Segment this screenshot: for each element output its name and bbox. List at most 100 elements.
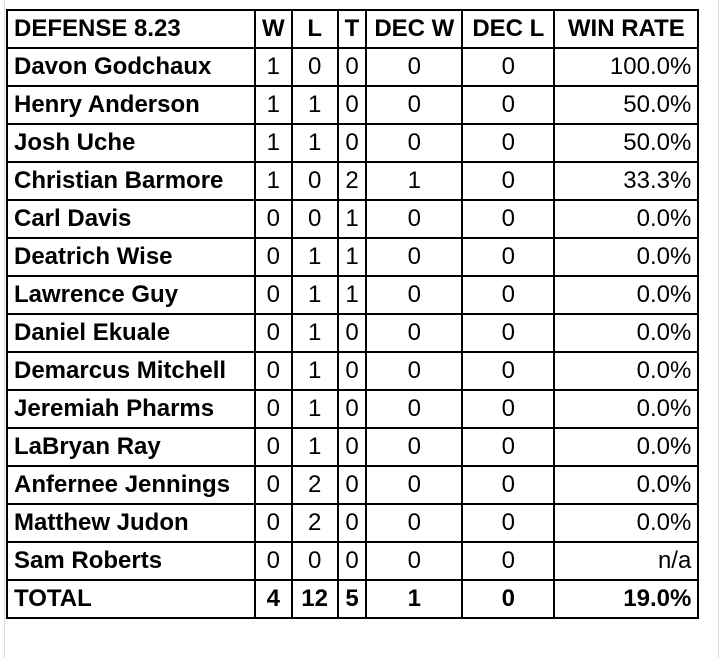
- cell-l[interactable]: 1: [290, 123, 339, 163]
- cell-t[interactable]: 1: [336, 199, 368, 239]
- cell-dec-l[interactable]: 0: [461, 503, 556, 543]
- cell-w[interactable]: 0: [254, 313, 293, 353]
- cell-win-rate[interactable]: 0.0%: [553, 427, 700, 467]
- cell-l[interactable]: 1: [290, 313, 339, 353]
- cell-l[interactable]: 1: [290, 275, 339, 315]
- player-name[interactable]: Davon Godchaux: [6, 47, 256, 87]
- cell-dec-l[interactable]: 0: [461, 161, 556, 201]
- cell-l[interactable]: 1: [290, 427, 339, 467]
- cell-dec-w[interactable]: 0: [365, 465, 464, 505]
- cell-dec-l[interactable]: 0: [461, 275, 556, 315]
- cell-dec-l[interactable]: 0: [461, 199, 556, 239]
- cell-win-rate[interactable]: 50.0%: [553, 85, 700, 125]
- cell-t[interactable]: 0: [336, 85, 368, 125]
- cell-l[interactable]: 1: [290, 389, 339, 429]
- cell-t[interactable]: 0: [336, 47, 368, 87]
- total-win-rate[interactable]: 19.0%: [553, 579, 700, 619]
- total-dec-w[interactable]: 1: [365, 579, 464, 619]
- cell-w[interactable]: 1: [254, 161, 293, 201]
- cell-w[interactable]: 1: [254, 85, 293, 125]
- cell-dec-l[interactable]: 0: [461, 351, 556, 391]
- cell-dec-w[interactable]: 0: [365, 427, 464, 467]
- cell-t[interactable]: 0: [336, 541, 368, 581]
- cell-win-rate[interactable]: n/a: [553, 541, 700, 581]
- cell-dec-w[interactable]: 0: [365, 85, 464, 125]
- header-dec-w[interactable]: DEC W: [365, 9, 464, 49]
- cell-dec-w[interactable]: 0: [365, 123, 464, 163]
- cell-l[interactable]: 2: [290, 503, 339, 543]
- player-name[interactable]: Matthew Judon: [6, 503, 256, 543]
- cell-t[interactable]: 0: [336, 313, 368, 353]
- cell-l[interactable]: 1: [290, 351, 339, 391]
- header-w[interactable]: W: [254, 9, 293, 49]
- cell-dec-w[interactable]: 0: [365, 503, 464, 543]
- cell-l[interactable]: 1: [290, 237, 339, 277]
- cell-w[interactable]: 0: [254, 541, 293, 581]
- cell-t[interactable]: 2: [336, 161, 368, 201]
- cell-win-rate[interactable]: 0.0%: [553, 313, 700, 353]
- cell-t[interactable]: 0: [336, 389, 368, 429]
- cell-dec-w[interactable]: 0: [365, 313, 464, 353]
- cell-l[interactable]: 0: [290, 47, 339, 87]
- cell-dec-l[interactable]: 0: [461, 541, 556, 581]
- cell-win-rate[interactable]: 0.0%: [553, 237, 700, 277]
- cell-l[interactable]: 0: [290, 541, 339, 581]
- cell-dec-w[interactable]: 0: [365, 275, 464, 315]
- cell-l[interactable]: 0: [290, 199, 339, 239]
- player-name[interactable]: Henry Anderson: [6, 85, 256, 125]
- player-name[interactable]: LaBryan Ray: [6, 427, 256, 467]
- cell-dec-l[interactable]: 0: [461, 85, 556, 125]
- player-name[interactable]: Deatrich Wise: [6, 237, 256, 277]
- cell-dec-l[interactable]: 0: [461, 123, 556, 163]
- cell-dec-l[interactable]: 0: [461, 313, 556, 353]
- cell-w[interactable]: 0: [254, 503, 293, 543]
- player-name[interactable]: Anfernee Jennings: [6, 465, 256, 505]
- cell-w[interactable]: 1: [254, 123, 293, 163]
- cell-dec-w[interactable]: 0: [365, 47, 464, 87]
- player-name[interactable]: Christian Barmore: [6, 161, 256, 201]
- cell-dec-w[interactable]: 0: [365, 541, 464, 581]
- cell-dec-w[interactable]: 0: [365, 237, 464, 277]
- header-win-rate[interactable]: WIN RATE: [553, 9, 700, 49]
- player-name[interactable]: Carl Davis: [6, 199, 256, 239]
- player-name[interactable]: Demarcus Mitchell: [6, 351, 256, 391]
- player-name[interactable]: Daniel Ekuale: [6, 313, 256, 353]
- cell-t[interactable]: 0: [336, 465, 368, 505]
- cell-win-rate[interactable]: 0.0%: [553, 199, 700, 239]
- cell-win-rate[interactable]: 50.0%: [553, 123, 700, 163]
- header-name[interactable]: DEFENSE 8.23: [6, 9, 256, 49]
- player-name[interactable]: Jeremiah Pharms: [6, 389, 256, 429]
- cell-dec-w[interactable]: 1: [365, 161, 464, 201]
- cell-win-rate[interactable]: 0.0%: [553, 351, 700, 391]
- total-l[interactable]: 12: [290, 579, 339, 619]
- cell-dec-l[interactable]: 0: [461, 427, 556, 467]
- cell-w[interactable]: 0: [254, 275, 293, 315]
- total-w[interactable]: 4: [254, 579, 293, 619]
- cell-w[interactable]: 0: [254, 199, 293, 239]
- player-name[interactable]: Sam Roberts: [6, 541, 256, 581]
- cell-l[interactable]: 0: [290, 161, 339, 201]
- header-l[interactable]: L: [290, 9, 339, 49]
- cell-win-rate[interactable]: 100.0%: [553, 47, 700, 87]
- player-name[interactable]: Josh Uche: [6, 123, 256, 163]
- cell-win-rate[interactable]: 0.0%: [553, 465, 700, 505]
- cell-win-rate[interactable]: 33.3%: [553, 161, 700, 201]
- cell-dec-l[interactable]: 0: [461, 47, 556, 87]
- cell-t[interactable]: 0: [336, 123, 368, 163]
- player-name[interactable]: Lawrence Guy: [6, 275, 256, 315]
- cell-dec-l[interactable]: 0: [461, 465, 556, 505]
- cell-dec-w[interactable]: 0: [365, 389, 464, 429]
- cell-l[interactable]: 2: [290, 465, 339, 505]
- cell-dec-l[interactable]: 0: [461, 237, 556, 277]
- cell-w[interactable]: 0: [254, 427, 293, 467]
- header-t[interactable]: T: [336, 9, 368, 49]
- cell-win-rate[interactable]: 0.0%: [553, 389, 700, 429]
- cell-dec-w[interactable]: 0: [365, 351, 464, 391]
- cell-w[interactable]: 1: [254, 47, 293, 87]
- header-dec-l[interactable]: DEC L: [461, 9, 556, 49]
- cell-w[interactable]: 0: [254, 465, 293, 505]
- cell-w[interactable]: 0: [254, 351, 293, 391]
- cell-l[interactable]: 1: [290, 85, 339, 125]
- total-t[interactable]: 5: [336, 579, 368, 619]
- cell-win-rate[interactable]: 0.0%: [553, 275, 700, 315]
